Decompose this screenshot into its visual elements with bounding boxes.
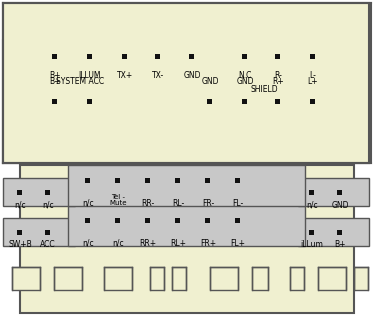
Text: FR+: FR+ — [200, 239, 216, 248]
Bar — [310, 99, 316, 103]
Bar — [46, 190, 50, 195]
Bar — [354, 267, 368, 290]
Text: GND: GND — [201, 77, 219, 86]
Bar — [4, 4, 368, 161]
Bar — [290, 267, 304, 290]
Text: RR+: RR+ — [140, 239, 157, 248]
Bar — [88, 53, 92, 59]
Bar — [86, 177, 91, 183]
Text: R-: R- — [274, 71, 282, 80]
Text: iLLum: iLLum — [301, 240, 324, 249]
Text: L-: L- — [310, 71, 316, 80]
Text: ACC: ACC — [40, 240, 56, 249]
Bar — [190, 53, 194, 59]
Bar — [205, 177, 211, 183]
Text: n/c: n/c — [112, 239, 124, 248]
Bar — [337, 190, 343, 195]
Text: n/c: n/c — [14, 201, 26, 210]
Bar — [88, 99, 92, 103]
Text: N.C: N.C — [238, 71, 252, 80]
Bar — [46, 230, 50, 234]
Bar — [310, 230, 315, 234]
Bar — [276, 53, 280, 59]
Text: n/c: n/c — [42, 201, 54, 210]
Bar — [150, 267, 164, 290]
Bar — [298, 218, 369, 246]
Bar — [3, 178, 75, 206]
Bar — [28, 12, 346, 146]
Bar — [104, 267, 132, 290]
Text: GND: GND — [236, 77, 254, 86]
Text: SYSTEM ACC: SYSTEM ACC — [56, 77, 104, 86]
Bar — [190, 88, 338, 114]
Bar — [156, 53, 160, 59]
Bar — [145, 177, 150, 183]
Bar — [175, 177, 181, 183]
Text: FL+: FL+ — [230, 239, 245, 248]
Bar — [225, 43, 338, 69]
Bar — [68, 205, 305, 246]
Bar — [205, 218, 211, 223]
Bar — [52, 99, 58, 103]
Text: SHIELD: SHIELD — [250, 85, 278, 94]
Bar — [35, 88, 117, 114]
Bar — [116, 177, 120, 183]
Text: n/c: n/c — [306, 201, 318, 210]
Bar — [12, 267, 40, 290]
Text: FL-: FL- — [232, 199, 243, 208]
Bar — [208, 99, 212, 103]
Bar — [298, 178, 369, 206]
Text: FR-: FR- — [202, 199, 214, 208]
Bar — [123, 53, 128, 59]
Bar — [175, 218, 181, 223]
Bar — [236, 218, 240, 223]
Bar — [310, 190, 315, 195]
Bar — [86, 218, 91, 223]
Text: B+: B+ — [49, 71, 61, 80]
Text: TX-: TX- — [152, 71, 164, 80]
Text: SW+B: SW+B — [8, 240, 32, 249]
Bar — [318, 267, 346, 290]
Text: GND: GND — [331, 201, 349, 210]
Text: RL-: RL- — [172, 199, 184, 208]
Bar — [54, 267, 82, 290]
Text: n/c: n/c — [82, 199, 94, 208]
Bar — [18, 190, 22, 195]
Bar — [35, 43, 207, 69]
Bar — [52, 53, 58, 59]
Bar — [3, 40, 369, 163]
Bar — [310, 53, 316, 59]
Text: ILLUM: ILLUM — [79, 71, 101, 80]
Bar — [252, 267, 268, 290]
Text: B+: B+ — [49, 77, 61, 86]
Text: Tel -
Mute: Tel - Mute — [109, 194, 127, 206]
Bar — [18, 230, 22, 234]
Text: n/c: n/c — [82, 239, 94, 248]
Bar — [20, 165, 354, 313]
Bar — [276, 99, 280, 103]
Text: TX+: TX+ — [117, 71, 133, 80]
Bar — [242, 53, 248, 59]
Bar — [116, 218, 120, 223]
Text: GND: GND — [183, 71, 201, 80]
Bar — [145, 218, 150, 223]
Bar — [20, 5, 354, 153]
Bar — [68, 165, 305, 206]
Bar — [172, 267, 186, 290]
Bar — [3, 3, 369, 163]
Text: RR-: RR- — [141, 199, 154, 208]
Text: L+: L+ — [308, 77, 318, 86]
Bar — [3, 3, 369, 163]
Bar — [236, 177, 240, 183]
Text: RL+: RL+ — [170, 239, 186, 248]
Text: R+: R+ — [272, 77, 284, 86]
Bar — [242, 99, 248, 103]
Bar — [337, 230, 343, 234]
Bar — [3, 3, 369, 43]
Bar — [3, 218, 75, 246]
Text: B+: B+ — [334, 240, 346, 249]
Bar — [210, 267, 238, 290]
